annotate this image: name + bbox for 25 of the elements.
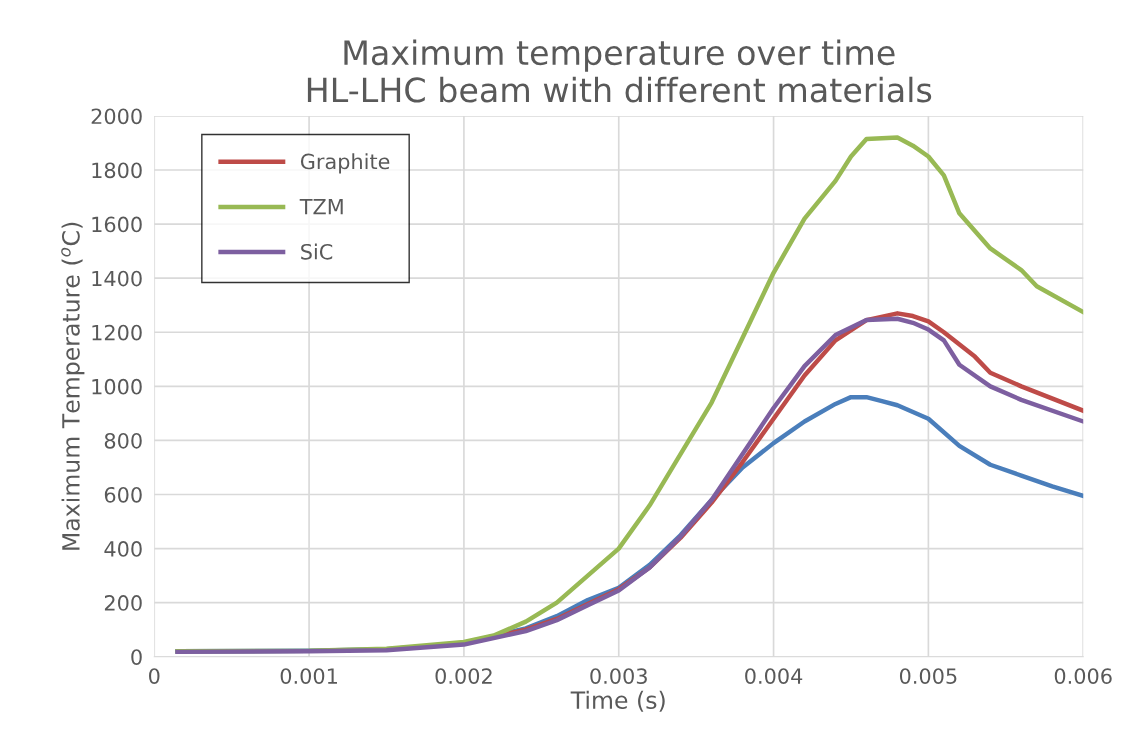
x-tick-label: 0.003: [590, 668, 647, 684]
y-axis-title: Maximum Temperature ($^{o}$C): [61, 222, 85, 550]
y-tick-label: 1000: [92, 378, 142, 395]
y-tick-label: 400: [104, 541, 142, 557]
y-tick-label: 600: [104, 486, 142, 503]
chart-title: Maximum temperature over time HL-LHC beam with different materials: [307, 39, 932, 103]
x-tick-label: 0: [149, 668, 160, 684]
y-tick-label: 2000: [91, 108, 142, 125]
y-tick-label: 1600: [92, 216, 142, 233]
legend-label: TZM: [299, 199, 343, 215]
legend-label: Graphite: [300, 153, 390, 174]
x-tick-label: 0.002: [435, 668, 492, 684]
y-tick-label: 1800: [92, 162, 142, 179]
x-tick-label: 0.004: [745, 668, 803, 684]
x-tick-label: 0.005: [899, 668, 957, 684]
x-tick-label: 0.006: [1054, 668, 1112, 684]
y-tick-label: 0: [131, 649, 142, 665]
x-axis-title: Time (s): [570, 690, 665, 712]
y-tick-label: 800: [104, 432, 142, 449]
y-tick-label: 200: [104, 595, 142, 611]
x-tick-label: 0.001: [280, 668, 337, 684]
y-tick-label: 1400: [92, 270, 142, 287]
line-series: [175, 316, 1084, 655]
y-tick-label: 1200: [92, 324, 142, 341]
legend-label: SiC: [301, 243, 333, 260]
